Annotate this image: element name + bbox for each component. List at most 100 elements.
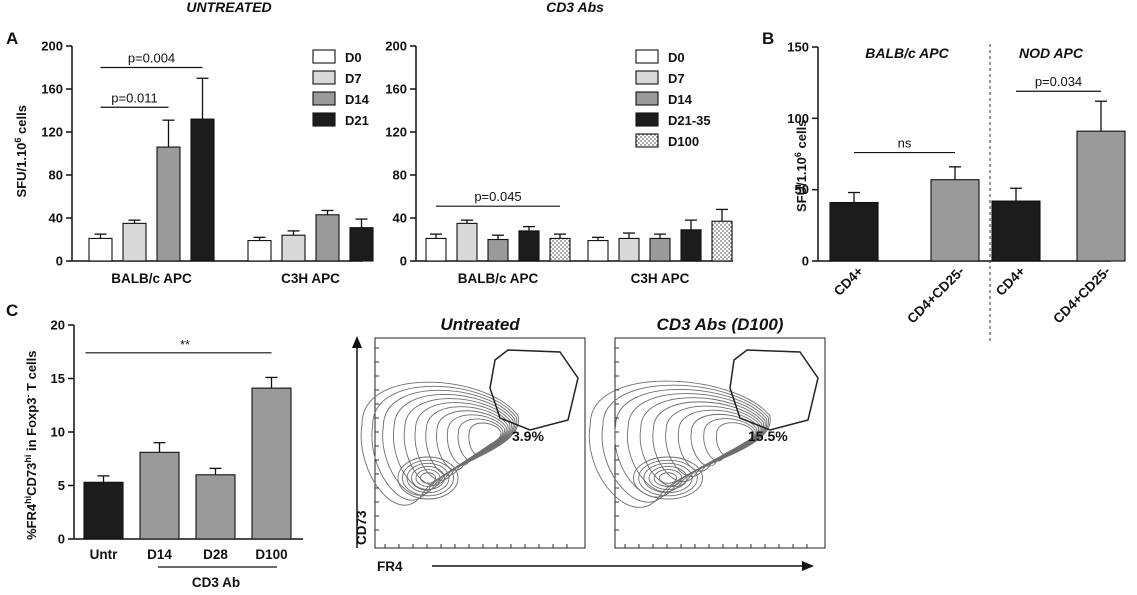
legend-label: D100	[668, 134, 699, 149]
contour-line	[402, 459, 454, 497]
panel-label-b: B	[762, 29, 774, 48]
y-tick-label: 15	[51, 371, 65, 386]
y-axis-label-segment: T cells	[24, 350, 39, 394]
legend-label: D0	[668, 50, 685, 65]
y-tick-label: 0	[400, 254, 407, 269]
contour-line	[665, 405, 761, 477]
y-tick-label: 0	[56, 254, 63, 269]
category-label: C3H APC	[631, 271, 690, 286]
y-axis-label: %FR4hiCD73hi in Foxp3- T cells	[23, 350, 39, 540]
y-tick-label: 40	[393, 211, 407, 226]
bar	[829, 201, 879, 262]
legend-swatch	[312, 112, 336, 127]
bar	[618, 237, 640, 262]
bar	[991, 200, 1041, 262]
legend-label: D7	[668, 71, 685, 86]
category-label: D28	[203, 547, 228, 562]
p-value-label: p=0.004	[128, 51, 175, 66]
bar	[930, 179, 980, 262]
category-label: CD4+CD25-	[1050, 264, 1113, 327]
bar	[156, 146, 181, 262]
contour-line	[371, 385, 517, 501]
y-axis-label-segment: in Foxp3	[24, 398, 39, 455]
contour-line	[614, 389, 768, 498]
contour-line	[420, 472, 436, 484]
category-label: BALB/c APC	[458, 271, 539, 286]
bar	[425, 237, 447, 262]
y-tick-label: 120	[41, 125, 63, 140]
flow-plot-untreated	[374, 337, 586, 549]
contours-cd3	[588, 380, 771, 508]
category-label: C3H APC	[281, 271, 340, 286]
contour-line	[633, 456, 703, 500]
category-label: CD4+	[993, 263, 1028, 298]
contour-line	[652, 401, 763, 482]
bar	[247, 240, 272, 262]
group-title: NOD APC	[1019, 45, 1084, 61]
category-label: D100	[255, 547, 287, 562]
contour-line	[638, 459, 698, 497]
flow-xlabel: FR4	[377, 559, 403, 574]
contour-line	[626, 393, 766, 493]
gate-cd3	[729, 349, 819, 431]
y-axis-label-segment: %FR4	[24, 503, 39, 540]
y-tick-label: 120	[385, 125, 407, 140]
legend-label: D14	[668, 92, 693, 107]
gate-percent-untreated: 3.9%	[512, 428, 544, 444]
contour-line	[457, 418, 504, 461]
category-label: D14	[147, 547, 172, 562]
p-value-label: p=0.011	[111, 90, 157, 105]
legend-label: D7	[345, 71, 362, 86]
chart-title: CD3 Abs	[546, 0, 604, 15]
y-tick-label: 20	[51, 318, 65, 333]
y-tick-label: 150	[787, 40, 809, 55]
bar	[139, 451, 180, 540]
legend-label: D21-35	[668, 113, 711, 128]
group-label: CD3 Ab	[192, 575, 240, 590]
legend-label: D21	[345, 113, 369, 128]
bar	[518, 230, 540, 262]
significance-label: p=0.034	[1035, 74, 1082, 89]
contour-line	[382, 390, 516, 496]
category-label: CD4+CD25-	[904, 264, 967, 327]
category-label: Untr	[90, 547, 118, 562]
y-tick-label: 10	[51, 425, 65, 440]
contour-line	[446, 414, 505, 466]
bar	[711, 220, 733, 262]
y-axis-label: SFU/1.106 cells	[793, 120, 809, 212]
bar	[587, 240, 609, 262]
bar	[83, 481, 124, 540]
bar	[349, 227, 374, 262]
chart-panel-b: 0 50 100 150 CD4+ CD4+CD25- CD4+ CD4+CD25- BALB/…	[787, 40, 1126, 342]
contour-line	[360, 381, 519, 506]
y-tick-label: 40	[49, 211, 63, 226]
contour-line	[677, 409, 759, 472]
bar	[281, 234, 306, 262]
category-label: BALB/c APC	[111, 271, 192, 286]
legend-swatch	[635, 133, 659, 148]
gate-untreated	[489, 349, 579, 431]
contour-line	[415, 469, 441, 487]
y-tick-label: 200	[385, 39, 407, 54]
flow-title-untreated: Untreated	[440, 315, 520, 334]
contour-line	[588, 380, 771, 508]
legend-label: D14	[345, 92, 370, 107]
contour-line	[716, 422, 754, 457]
contour-line	[658, 472, 678, 484]
bar	[122, 222, 147, 262]
y-tick-label: 200	[41, 39, 63, 54]
contour-line	[468, 422, 502, 456]
legend-swatch	[635, 91, 659, 106]
legend-swatch	[312, 91, 336, 106]
y-axis-label-exponent: 6	[13, 138, 23, 143]
y-axis-label-segment: -	[23, 395, 33, 398]
y-axis-label-exponent: 6	[793, 152, 803, 157]
y-axis-label-segment: hi	[23, 496, 33, 504]
panel-label-a: A	[6, 29, 18, 48]
y-axis-label: SFU/1.106 cells	[13, 105, 29, 197]
contour-line	[436, 410, 507, 471]
legend-swatch	[635, 70, 659, 85]
significance-label: ns	[898, 136, 912, 151]
